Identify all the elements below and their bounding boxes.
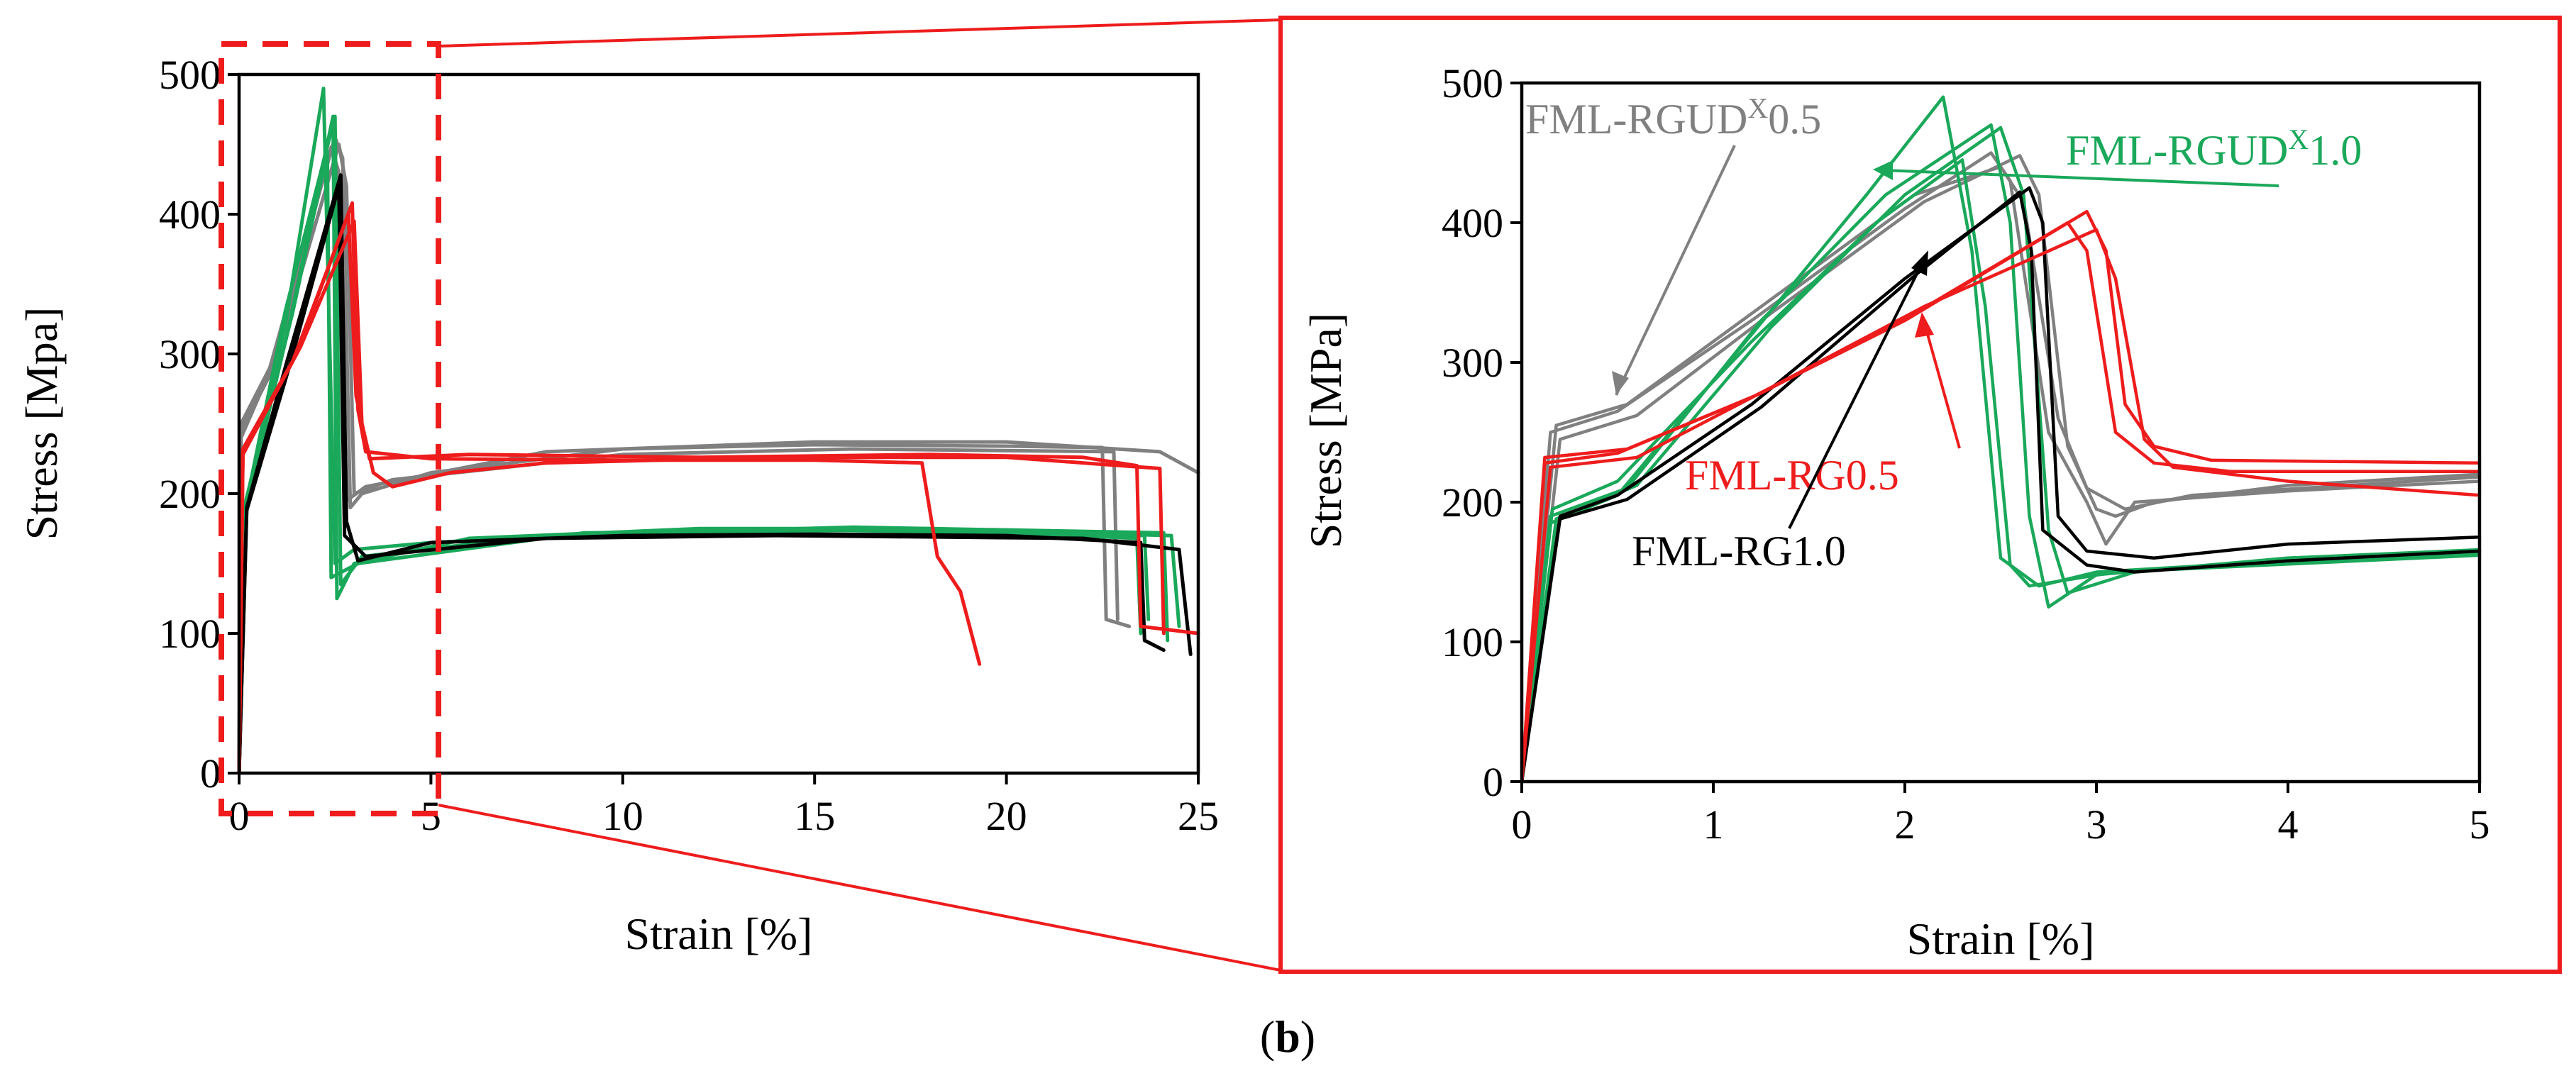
series-fml-rg1-0-line [237,173,1166,775]
arrowhead-fml-rgudx0-5 [1612,371,1629,395]
zoom-x-tick-label: 1 [1703,801,1724,848]
full-y-tick-label: 100 [159,611,221,657]
zoom-x-tick-label: 2 [1895,801,1916,848]
zoom-chart-x-axis-label: Strain [%] [1907,914,2095,964]
zoom-panel-frame [1278,16,2562,974]
full-x-tick-label: 10 [602,793,643,839]
series-fml-rgudx0-5-line [237,143,1120,775]
series-fml-rg0-5-line [1520,228,2482,784]
series-fml-rg0-5-line [1520,209,2482,784]
caption-letter: b [1275,1011,1300,1062]
figure-caption: (b) [1260,1011,1315,1062]
full-y-tick-label: 500 [159,52,221,98]
zoom-connector-top [438,18,1281,48]
series-fml-rg0-5-line [237,219,1166,775]
label-fml-rgudx0-5-rest: 0.5 [1768,96,1821,143]
arrowhead-fml-rg0-5 [1915,312,1934,338]
full-y-tick-label: 300 [159,331,221,377]
label-fml-rg0-5-text: FML-RG0.5 [1685,452,1899,499]
arrowhead-fml-rgudx1-0 [1873,160,1893,180]
full-chart-series [237,87,1200,775]
series-fml-rgudx1-0-line [1520,158,2482,784]
label-fml-rg1-0: FML-RG1.0 [1632,528,1846,575]
arrow-fml-rg1-0 [1788,262,1924,529]
arrow-fml-rgudx1-0 [1883,169,2279,187]
label-fml-rgudx0-5: FML-RGUDX0.5 [1525,92,1821,143]
zoomed-chart: 0 1 2 3 4 5 0 100 200 300 400 500 Strain [%] Stress… [1300,60,2490,964]
full-x-tick-label: 25 [1178,793,1219,839]
zoom-y-tick-label: 100 [1442,619,1503,665]
series-fml-rg1-0-line [1520,190,2482,784]
full-chart-y-axis-label: Stress [Mpa] [16,307,67,540]
full-chart-x-axis-label: Strain [%] [625,909,813,959]
zoom-chart-frame [1520,81,2482,784]
zoom-y-tick-label: 500 [1442,60,1503,106]
zoom-x-tick-label: 0 [1512,801,1532,848]
series-fml-rg1-0-line [237,184,1193,775]
full-x-tick-label: 15 [794,793,835,839]
series-fml-rg0-5-line [237,212,1200,775]
zoom-x-tick-label: 4 [2278,801,2299,848]
full-y-tick-label: 200 [159,471,221,517]
zoom-y-tick-label: 0 [1483,759,1503,805]
series-fml-rgudx0-5-line [1520,165,2482,784]
label-fml-rgudx1-0-base: FML-RGUD [2066,127,2288,174]
full-y-tick-label: 400 [159,192,221,238]
full-y-tick-label: 0 [200,750,221,797]
label-fml-rgudx1-0: FML-RGUDX1.0 [2066,123,2362,174]
series-fml-rg0-5-line [1520,221,2482,784]
zoom-chart-ticks: 0 1 2 3 4 5 0 100 200 300 400 500 [1442,60,2490,848]
zoom-connector-bottom [438,804,1281,972]
label-fml-rgudx1-0-rest: 1.0 [2309,127,2362,174]
full-x-tick-label: 20 [986,793,1027,839]
series-fml-rgudx1-0-line [237,149,1151,775]
zoom-y-tick-label: 400 [1442,200,1503,246]
caption-open-paren: ( [1260,1011,1275,1062]
label-fml-rg0-5: FML-RG0.5 [1685,452,1899,499]
label-fml-rgudx0-5-base: FML-RGUD [1525,96,1747,143]
zoom-chart-annotations: FML-RGUDX0.5 FML-RGUDX1.0 FML-RG0.5 FML-… [1525,92,2362,575]
label-fml-rgudx1-0-sup: X [2288,123,2309,155]
zoom-x-tick-label: 3 [2086,801,2107,848]
zoom-y-tick-label: 200 [1442,479,1503,526]
zoom-region-box [219,41,441,816]
caption-close-paren: ) [1300,1011,1315,1062]
series-fml-rg1-0-line [1520,186,2482,784]
arrow-fml-rgudx0-5 [1615,145,1736,396]
label-fml-rg1-0-text: FML-RG1.0 [1632,528,1846,575]
arrowhead-fml-rg1-0 [1911,250,1928,276]
series-fml-rgudx1-0-line [237,87,1143,775]
full-chart-frame [237,72,1200,775]
label-fml-rgudx0-5-sup: X [1747,92,1768,124]
zoom-x-tick-label: 5 [2470,801,2490,848]
zoom-y-tick-label: 300 [1442,340,1503,386]
arrow-fml-rg0-5 [1923,323,1961,449]
full-x-tick-label: 0 [229,793,250,839]
zoom-chart-series [1520,95,2482,784]
zoom-chart-y-axis-label: Stress [MPa] [1300,313,1351,548]
